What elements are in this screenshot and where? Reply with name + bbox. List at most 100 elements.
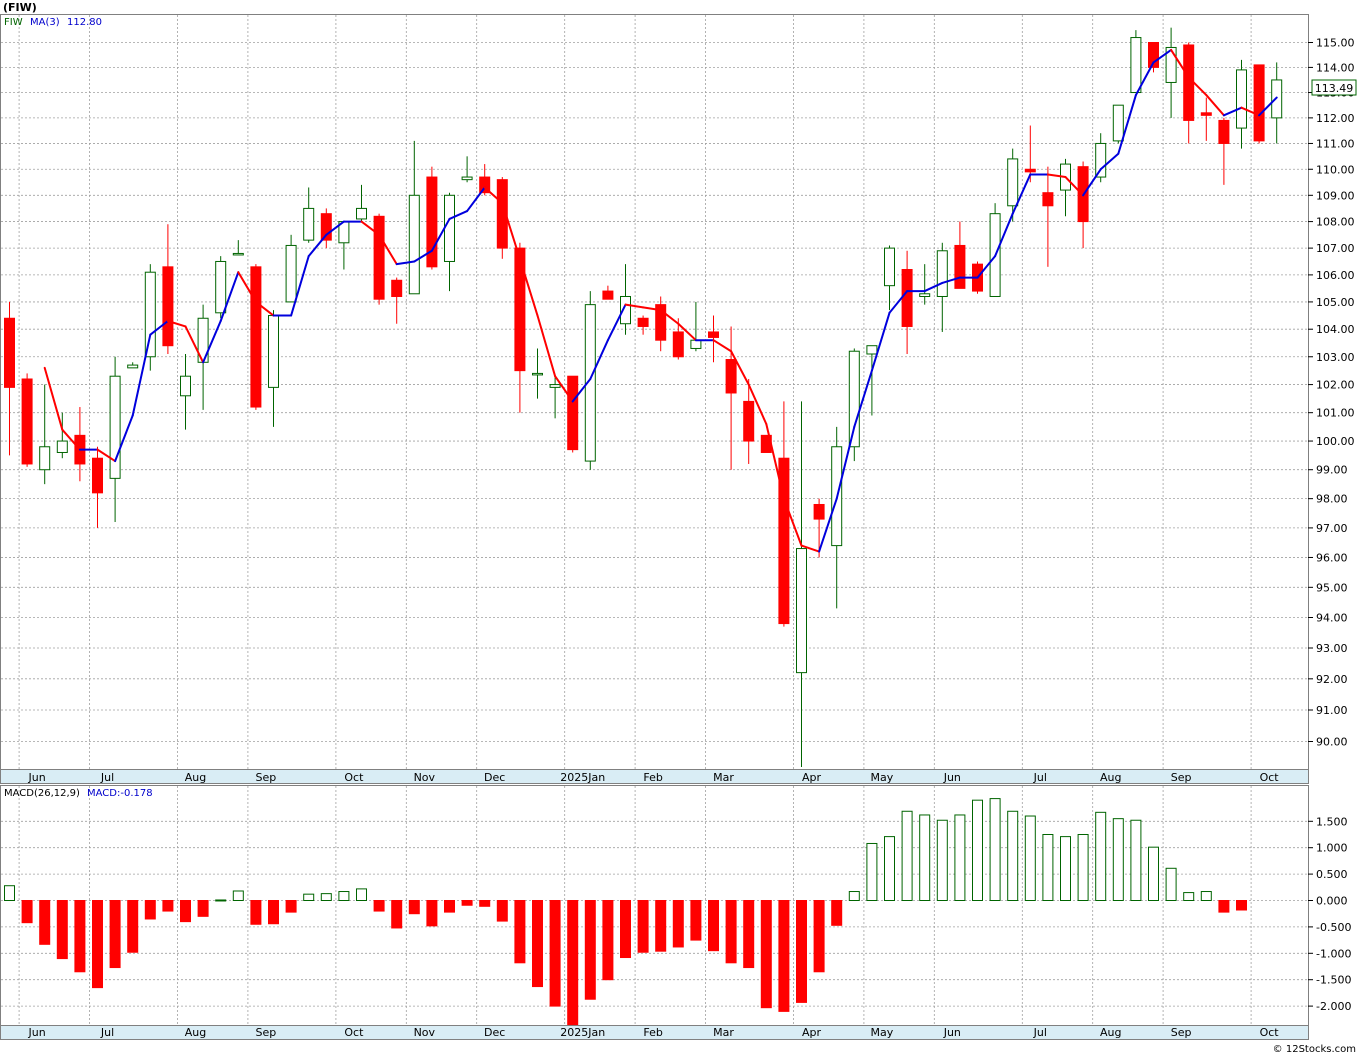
candle-down (479, 176, 491, 194)
candle-up (796, 548, 807, 674)
x-month-label: Aug (1100, 771, 1121, 784)
ma3-segment (818, 497, 838, 553)
ma3-segment (536, 314, 557, 378)
price-y-tick-label: 91.00 (1316, 704, 1348, 717)
macd-bar-negative (831, 900, 843, 926)
ma3-segment (800, 544, 821, 553)
x-month-label: Feb (643, 771, 662, 784)
ma3-segment (96, 448, 117, 463)
ma3-segment (219, 271, 240, 322)
macd-bar-negative (74, 900, 86, 973)
macd-bar-positive (1095, 811, 1107, 901)
price-y-tick-label: 112.00 (1316, 112, 1355, 125)
macd-bar-positive (1007, 810, 1019, 902)
macd-bar-negative (39, 900, 51, 945)
macd-bar-negative (778, 900, 790, 1012)
candle-up (285, 244, 297, 303)
macd-bar-positive (848, 891, 860, 901)
ma3-segment (994, 212, 1014, 258)
macd-bar-negative (479, 900, 491, 907)
macd-bar-positive (4, 885, 15, 902)
ma3-segment (782, 497, 803, 547)
x-month-label: Oct (344, 1026, 364, 1039)
x-month-label: Mar (713, 771, 734, 784)
price-y-tick-label: 106.00 (1316, 269, 1355, 282)
macd-bar-negative (637, 900, 649, 953)
ma3-segment (518, 257, 539, 317)
price-y-tick-label: 97.00 (1316, 522, 1348, 535)
macd-date-axis-band (0, 1025, 1309, 1040)
ma3-segment (642, 306, 662, 312)
macd-bar-negative (708, 900, 719, 952)
candle-down (496, 179, 508, 249)
ma3-segment (430, 217, 451, 252)
ma3-segment (730, 350, 750, 386)
ma3-segment (466, 186, 486, 213)
macd-bar-positive (1077, 834, 1089, 901)
candle-down (813, 503, 825, 520)
macd-y-tick-label: 1.500 (1316, 815, 1348, 828)
ma3-segment (1258, 96, 1278, 117)
macd-bar-negative (743, 900, 755, 969)
macd-bar-negative (56, 900, 68, 960)
candle-down (21, 378, 33, 465)
macd-bar-positive (1183, 892, 1195, 902)
x-month-label: Feb (643, 1026, 662, 1039)
price-panel (0, 14, 1309, 770)
x-month-label: Oct (344, 771, 364, 784)
macd-gridlines (1, 786, 1308, 1025)
candle-down (4, 317, 15, 388)
candle-down (1253, 64, 1265, 142)
candle-up (620, 295, 631, 325)
ma3-segment (202, 319, 222, 364)
price-x-axis: Jun Jul Aug Sep Oct Nov Dec 2025Jan Feb Mar Apr May… (28, 771, 1280, 784)
ma3-segment (1082, 168, 1102, 197)
candle-down (1024, 168, 1036, 173)
x-month-label: Aug (185, 1026, 206, 1039)
candle-up (1112, 104, 1124, 142)
x-month-label: Sep (256, 1026, 277, 1039)
ma3-segment (554, 375, 574, 403)
candle-down (373, 215, 385, 300)
macd-bar-negative (690, 900, 702, 941)
ma3-segment (1011, 173, 1032, 215)
candle-down (725, 359, 737, 394)
price-y-tick-label: 98.00 (1316, 493, 1348, 506)
price-gridlines (1, 15, 1308, 769)
x-month-label: Oct (1260, 1026, 1280, 1039)
candle-up (584, 304, 596, 462)
x-month-label: Nov (414, 1026, 436, 1039)
macd-bar-negative (92, 900, 103, 989)
candle-down (92, 457, 103, 494)
x-month-label: Jun (28, 1026, 46, 1039)
macd-histogram (4, 798, 1247, 1026)
macd-bar-positive (1112, 818, 1124, 901)
x-month-label: Jun (943, 771, 961, 784)
ma3-segment (395, 260, 416, 266)
candle-up (1007, 158, 1019, 207)
macd-bar-positive (320, 893, 332, 901)
macd-legend-label: MACD(26,12,9) (4, 788, 80, 799)
x-month-label: Jul (1033, 771, 1047, 784)
candle-down (901, 269, 913, 327)
candle-down (426, 176, 438, 268)
candle-up (532, 372, 543, 376)
macd-bar-negative (725, 900, 737, 964)
x-month-label: Sep (256, 771, 277, 784)
price-y-tick-label: 103.00 (1316, 351, 1355, 364)
ma3-segment (941, 276, 961, 284)
x-month-label: Apr (802, 1026, 822, 1039)
ma3-segment (43, 366, 64, 431)
candle-up (127, 364, 139, 369)
ma3-segment (483, 186, 504, 205)
x-month-label: Jun (28, 771, 46, 784)
candle-down (655, 304, 667, 341)
x-month-label: Jul (100, 771, 114, 784)
x-month-label: Mar (713, 1026, 734, 1039)
candle-up (408, 194, 420, 295)
ma3-segment (1046, 173, 1067, 179)
macd-bar-negative (461, 900, 473, 906)
candle-up (866, 345, 878, 355)
macd-bar-negative (162, 900, 174, 912)
